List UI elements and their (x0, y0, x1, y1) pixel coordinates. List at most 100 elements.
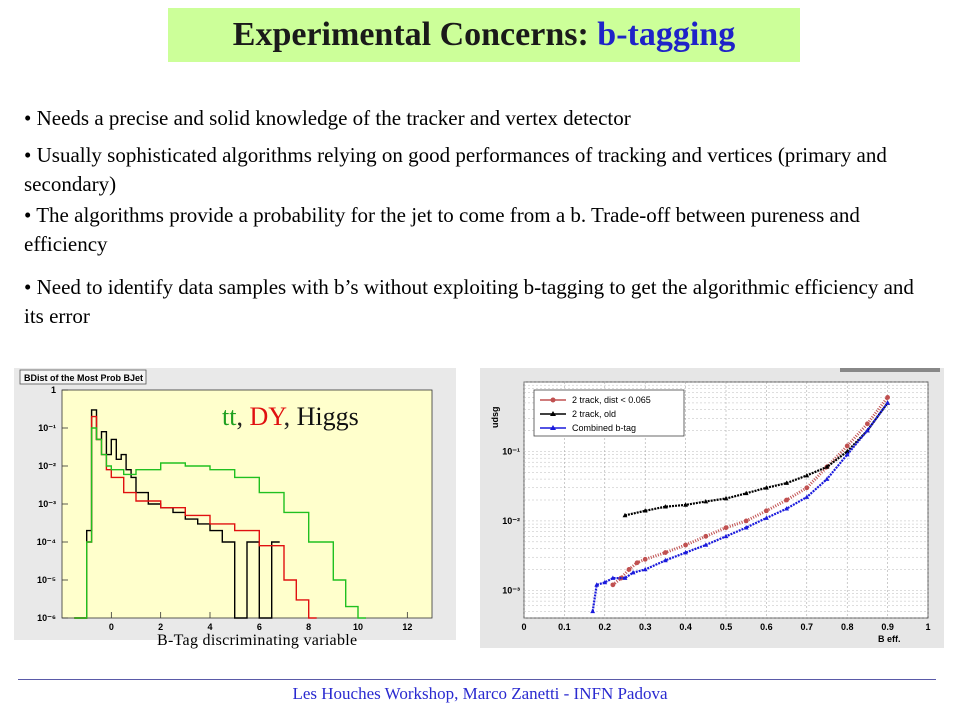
legend-label: 2 track, old (572, 409, 616, 419)
series-point (764, 515, 769, 520)
legend-box: 2 track, dist < 0.065 2 track, old Combi… (533, 389, 685, 437)
x-tick-label: 12 (402, 622, 412, 632)
y-tick-label: 10⁻¹ (38, 423, 56, 433)
plot-caption: B-Tag discriminating variable (157, 632, 358, 649)
y-tick-label: 10⁻³ (38, 499, 56, 509)
x-tick-label: 0.6 (760, 622, 773, 632)
axis-ticks: 0 2 4 6 8 10 12 1 10⁻¹ 10⁻² 10⁻³ 10⁻⁴ 10⁻⁵ 10⁻⁶ (37, 385, 413, 632)
series-point (634, 560, 640, 566)
x-tick-label: 0.8 (841, 622, 854, 632)
x-tick-label: 0.2 (599, 622, 612, 632)
series-point (602, 579, 608, 585)
series-point (865, 421, 870, 427)
x-tick-label: 0 (521, 622, 526, 632)
x-tick-label: 4 (207, 622, 212, 632)
series-point (784, 497, 789, 503)
bullet-list: • Needs a precise and solid knowledge of… (24, 104, 924, 331)
efficiency-panel: 0 0.1 0.2 0.3 0.4 0.5 0.6 0.7 0.8 0.9 1 10⁻¹ 10⁻² 10⁻… (480, 368, 944, 648)
series-point (590, 608, 596, 614)
title-banner: Experimental Concerns: b-tagging (168, 8, 800, 62)
plot-title-box (19, 369, 147, 385)
series-point (642, 508, 648, 513)
series-point (844, 452, 850, 457)
series-point (784, 480, 789, 485)
x-tick-label: 8 (306, 622, 311, 632)
series-point (743, 525, 749, 530)
series-point (743, 490, 749, 496)
x-tick-label: 0.1 (558, 622, 571, 632)
y-tick-label: 1 (51, 385, 56, 395)
series-tt-line (74, 409, 280, 619)
series-point (642, 566, 648, 572)
title-accent: b-tagging (597, 16, 736, 53)
series-point (885, 400, 890, 405)
series-point (784, 506, 789, 511)
series-group (74, 409, 366, 619)
series-line (624, 402, 889, 517)
histogram-panel: BDist of the Most Prob BJet 0 2 4 6 8 10 12 1 10… (14, 368, 456, 640)
legend-marker (550, 425, 556, 430)
slide-title: Experimental Concerns: b-tagging (233, 16, 735, 54)
series-point (844, 448, 850, 454)
series-point (723, 495, 729, 501)
x-axis-label: B eff. (878, 634, 901, 644)
bullet-item: • Needs a precise and solid knowledge of… (24, 106, 631, 130)
legend-label: 2 track, dist < 0.065 (572, 395, 651, 405)
series-point (865, 427, 870, 433)
series-point (703, 498, 709, 504)
x-tick-label: 0.7 (801, 622, 814, 632)
y-tick-label: 10⁻¹ (502, 446, 520, 456)
series-point (885, 395, 890, 400)
series-higgs-line (74, 427, 366, 619)
plot-top-bar (840, 368, 940, 372)
series-point (844, 443, 850, 449)
y-tick-label: 10⁻⁵ (37, 575, 56, 585)
legend-label: Combined b-tag (572, 423, 636, 433)
series-point (723, 533, 729, 539)
series-point (824, 476, 830, 481)
series-point (626, 567, 632, 572)
legend-higgs: Higgs (297, 402, 359, 431)
axis-ticks: 0 0.1 0.2 0.3 0.4 0.5 0.6 0.7 0.8 0.9 1 10⁻¹ 10⁻² 10⁻… (502, 446, 930, 632)
x-tick-label: 0.5 (720, 622, 733, 632)
series-point (703, 542, 709, 547)
series-point (622, 512, 628, 518)
x-tick-label: 0.3 (639, 622, 652, 632)
x-tick-label: 2 (158, 622, 163, 632)
bullet-item: • The algorithms provide a probability f… (24, 203, 860, 256)
series-point (610, 582, 616, 588)
legend-marker (550, 397, 556, 403)
series-legend: tt, DY, Higgs (222, 402, 359, 431)
y-tick-label: 10⁻³ (502, 585, 520, 595)
series-point (764, 485, 769, 490)
series-point (683, 549, 688, 555)
series-point (723, 525, 729, 531)
series-point (663, 504, 668, 509)
series-line (611, 396, 889, 587)
series-point (630, 570, 636, 575)
legend-marker (550, 411, 556, 416)
efficiency-chart: 0 0.1 0.2 0.3 0.4 0.5 0.6 0.7 0.8 0.9 1 10⁻¹ 10⁻² 10⁻… (480, 368, 944, 648)
x-tick-label: 6 (257, 622, 262, 632)
series-point (703, 533, 709, 539)
series-point (594, 582, 600, 587)
bullet-item: • Need to identify data samples with b’s… (24, 275, 914, 328)
series-point (743, 518, 749, 524)
plot-title: BDist of the Most Prob BJet (24, 373, 143, 383)
series-point (764, 508, 769, 514)
legend-sep: , (284, 402, 297, 431)
y-tick-label: 10⁻⁴ (37, 537, 56, 547)
series-point (804, 472, 810, 478)
title-prefix: Experimental Concerns: (232, 16, 598, 53)
x-tick-label: 0 (109, 622, 114, 632)
x-tick-label: 0.4 (679, 622, 692, 632)
series-point (622, 575, 628, 580)
series-point (610, 575, 616, 580)
series-point (824, 464, 830, 469)
series-point (663, 550, 668, 555)
series-point (804, 494, 810, 499)
x-tick-label: 1 (925, 622, 930, 632)
legend-sep: , (236, 402, 249, 431)
footer-divider (18, 679, 936, 680)
x-tick-label: 0.9 (881, 622, 894, 632)
